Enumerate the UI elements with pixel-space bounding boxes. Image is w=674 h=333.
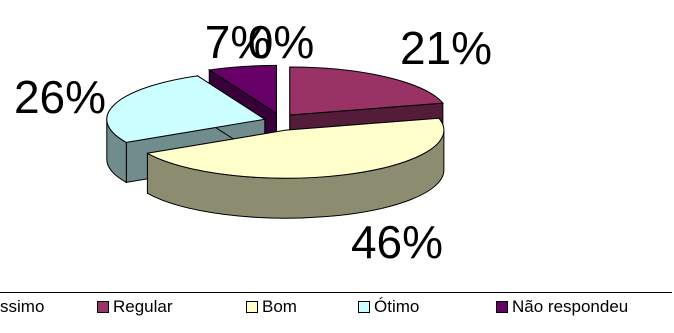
chart-area: 7% 0% 21% 26% 46% ssimo Regular Bom Ótim… xyxy=(0,16,672,317)
legend-item-otimo: Ótimo xyxy=(358,297,419,317)
legend-item-regular: Regular xyxy=(97,297,173,317)
data-label-pessimo: 0% xyxy=(248,16,314,68)
legend-item-pessimo: ssimo xyxy=(0,297,44,317)
legend-item-bom: Bom xyxy=(246,297,297,317)
data-label-nao-respondeu: 7% xyxy=(205,16,271,68)
data-label-bom: 46% xyxy=(351,216,443,268)
pie-slices xyxy=(106,64,445,219)
data-label-otimo: 26% xyxy=(14,71,106,123)
legend-label-pessimo: ssimo xyxy=(0,297,45,316)
legend-swatch-nao-respondeu xyxy=(496,301,508,313)
legend-label-otimo: Ótimo xyxy=(374,297,420,316)
pie-data-labels: 7% 0% 21% 26% 46% xyxy=(14,16,492,268)
pie-slice-bom xyxy=(145,117,445,219)
legend-label-regular: Regular xyxy=(113,297,173,316)
data-label-regular: 21% xyxy=(400,22,492,74)
legend-swatch-bom xyxy=(246,301,258,313)
legend xyxy=(0,292,672,333)
legend-label-bom: Bom xyxy=(262,297,297,316)
legend-swatch-otimo xyxy=(358,301,370,313)
legend-item-nao-respondeu: Não respondeu xyxy=(496,297,628,317)
legend-swatch-regular xyxy=(97,301,109,313)
legend-label-nao-respondeu: Não respondeu xyxy=(512,297,629,316)
pie-chart: 7% 0% 21% 26% 46% xyxy=(14,16,492,268)
